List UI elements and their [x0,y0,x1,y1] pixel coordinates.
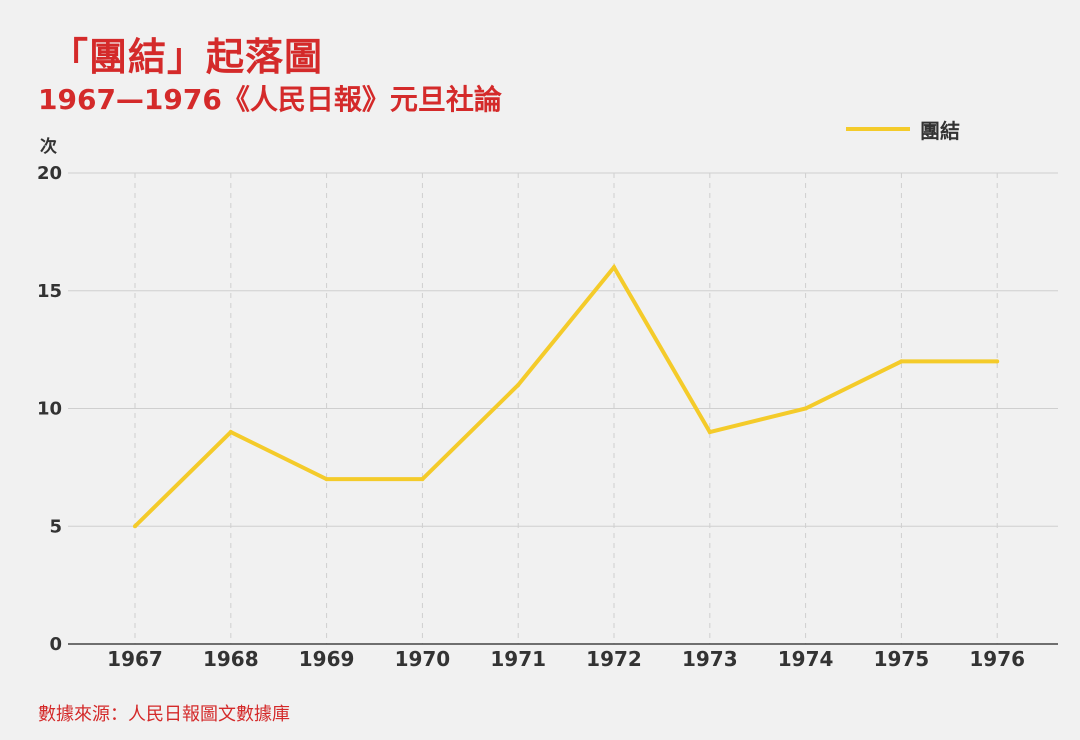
x-tick-label: 1973 [682,647,738,671]
y-tick-labels: 0 5 10 15 20 [37,163,62,655]
x-tick-label: 1975 [874,647,930,671]
data-point [707,430,712,435]
y-tick-label: 20 [37,163,62,184]
data-point [899,359,904,364]
y-gridlines [68,172,1058,527]
x-tick-label: 1968 [203,647,259,671]
data-point [803,406,808,411]
y-tick-label: 10 [37,399,62,420]
x-tick-label: 1971 [490,647,546,671]
y-tick-label: 15 [37,281,62,302]
data-point [420,477,425,482]
x-tick-label: 1976 [969,647,1025,671]
data-point [612,265,616,270]
y-tick-label: 0 [49,634,62,655]
legend-label: 團結 [920,119,960,143]
series-line [133,263,998,528]
x-tick-label: 1969 [299,647,355,671]
x-tick-labels: 1967 1968 1969 1970 1971 1972 1973 1974 1975 1976 [107,647,1025,671]
x-tick-label: 1974 [778,647,834,671]
series-group [133,263,1000,529]
data-point [133,524,137,529]
data-point [516,382,521,387]
data-source: 數據來源：人民日報圖文數據庫 [38,704,290,725]
x-tick-label: 1967 [107,647,163,671]
legend: 團結 [846,119,960,143]
data-point [995,359,1000,364]
chart-subtitle: 1967—1976《人民日報》元旦社論 [38,83,502,116]
x-tick-label: 1970 [395,647,451,671]
y-axis-unit: 次 [40,136,57,157]
data-point [228,430,233,435]
data-point [324,477,329,482]
y-tick-label: 5 [49,516,62,537]
x-gridlines [134,173,998,644]
x-tick-label: 1972 [586,647,642,671]
chart-title: 「團結」起落圖 [50,35,324,79]
